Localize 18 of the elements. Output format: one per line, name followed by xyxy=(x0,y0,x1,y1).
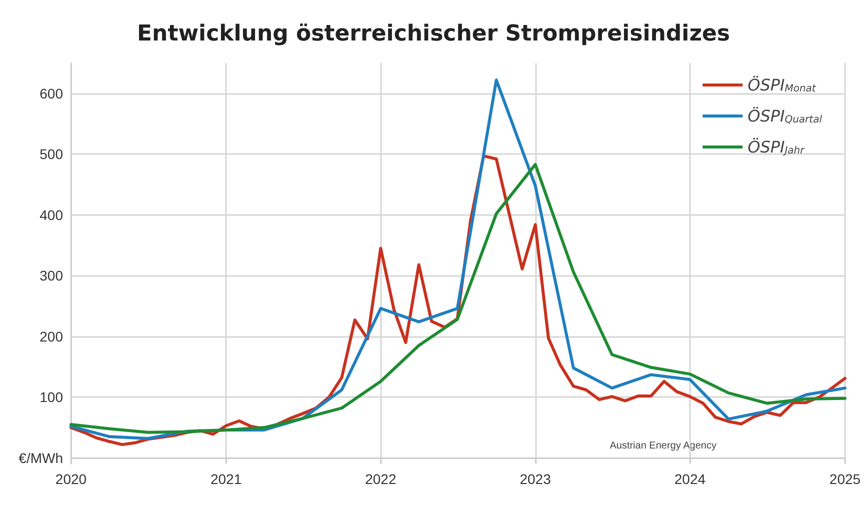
x-tick-label: 2020 xyxy=(55,471,87,487)
y-tick-label: 200 xyxy=(40,328,64,344)
y-tick-label: 600 xyxy=(40,85,64,102)
annotation: Austrian Energy Agency xyxy=(610,440,716,452)
y-tick-label: 300 xyxy=(40,268,64,284)
chart-title: Entwicklung österreichischer Strompreisindizes xyxy=(136,22,730,46)
legend-label: ÖSPIQuartal xyxy=(748,106,822,126)
y-tick-label: €/MWh xyxy=(18,450,63,466)
x-tick-label: 2023 xyxy=(520,471,552,487)
y-tick-label: 100 xyxy=(40,389,64,406)
x-tick-label: 2022 xyxy=(365,471,396,487)
x-tick-label: 2024 xyxy=(674,471,706,487)
legend-label: ÖSPIJahr xyxy=(748,138,806,156)
legend-label: ÖSPIMonat xyxy=(748,76,817,94)
x-tick-label: 2025 xyxy=(829,471,861,487)
x-tick-label: 2021 xyxy=(210,471,242,487)
y-tick-label: 500 xyxy=(40,146,64,162)
y-tick-label: 400 xyxy=(40,206,64,223)
